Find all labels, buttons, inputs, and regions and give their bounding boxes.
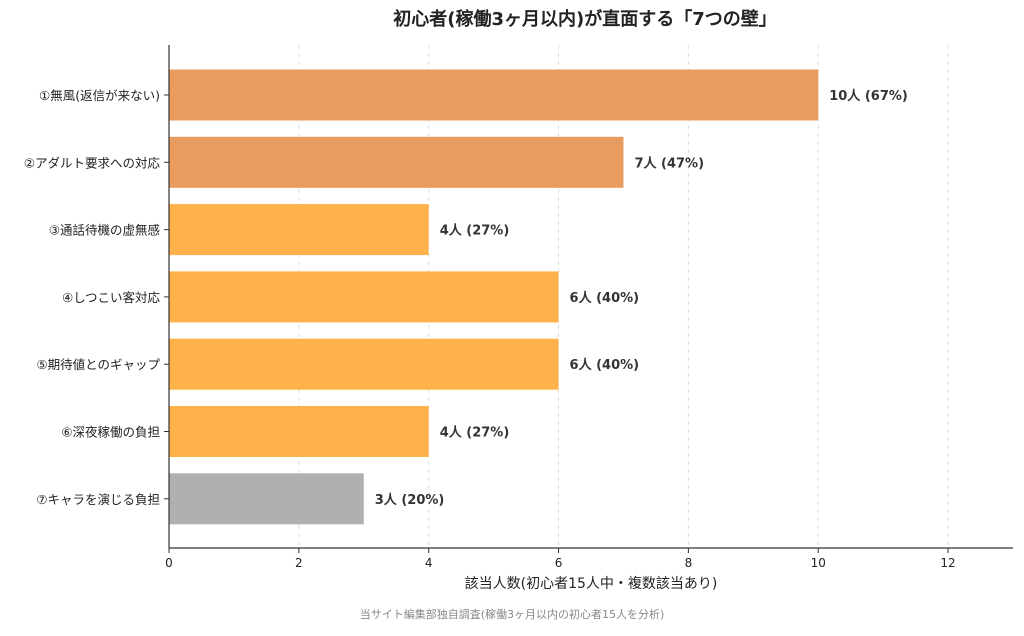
x-tick-label-3: 6 — [555, 556, 563, 570]
x-tick-label-1: 2 — [295, 556, 303, 570]
x-tick-label-2: 4 — [425, 556, 433, 570]
bar-6 — [169, 406, 429, 457]
source-note: 当サイト編集部独自調査(稼働3ヶ月以内の初心者15人を分析) — [360, 607, 665, 621]
x-axis-label: 該当人数(初心者15人中・複数該当あり) — [465, 575, 718, 592]
bars-group — [169, 69, 819, 525]
category-labels-group: ①無風(返信が来ない) ②アダルト要求への対応 ③通話待機の虚無感 ④しつこい客対応 ⑤… — [24, 88, 169, 507]
data-label-2: 7人 (47%) — [634, 155, 704, 171]
data-label-4: 6人 (40%) — [570, 290, 640, 306]
axes-group — [168, 45, 1013, 549]
x-ticks-group: 0 2 4 6 8 10 12 — [165, 548, 956, 570]
category-label-7: ⑦キャラを演じる負担 — [36, 492, 160, 507]
category-label-2: ②アダルト要求への対応 — [24, 155, 161, 170]
category-label-5: ⑤期待値とのギャップ — [36, 357, 160, 372]
data-label-5: 6人 (40%) — [570, 357, 640, 373]
data-labels-group: 10人 (67%) 7人 (47%) 4人 (27%) 6人 (40%) 6人 (40%… — [375, 88, 908, 508]
bar-1 — [169, 69, 819, 121]
x-tick-label-5: 10 — [811, 556, 826, 570]
data-label-7: 3人 (20%) — [375, 492, 445, 508]
category-label-3: ③通話待機の虚無感 — [49, 223, 160, 238]
bar-2 — [169, 136, 624, 188]
bar-3 — [169, 204, 429, 256]
data-label-3: 4人 (27%) — [440, 223, 510, 239]
x-tick-label-4: 8 — [685, 556, 693, 570]
category-label-1: ①無風(返信が来ない) — [39, 88, 160, 103]
bar-5 — [169, 338, 559, 390]
chart-title: 初心者(稼働3ヶ月以内)が直面する「7つの壁」 — [393, 8, 777, 30]
category-label-6: ⑥深夜稼働の負担 — [61, 425, 160, 440]
x-tick-label-0: 0 — [165, 556, 173, 570]
bar-4 — [169, 271, 559, 323]
x-tick-label-6: 12 — [940, 556, 955, 570]
data-label-1: 10人 (67%) — [829, 88, 908, 104]
bar-7 — [169, 473, 364, 525]
category-label-4: ④しつこい客対応 — [62, 290, 160, 305]
data-label-6: 4人 (27%) — [440, 425, 510, 441]
